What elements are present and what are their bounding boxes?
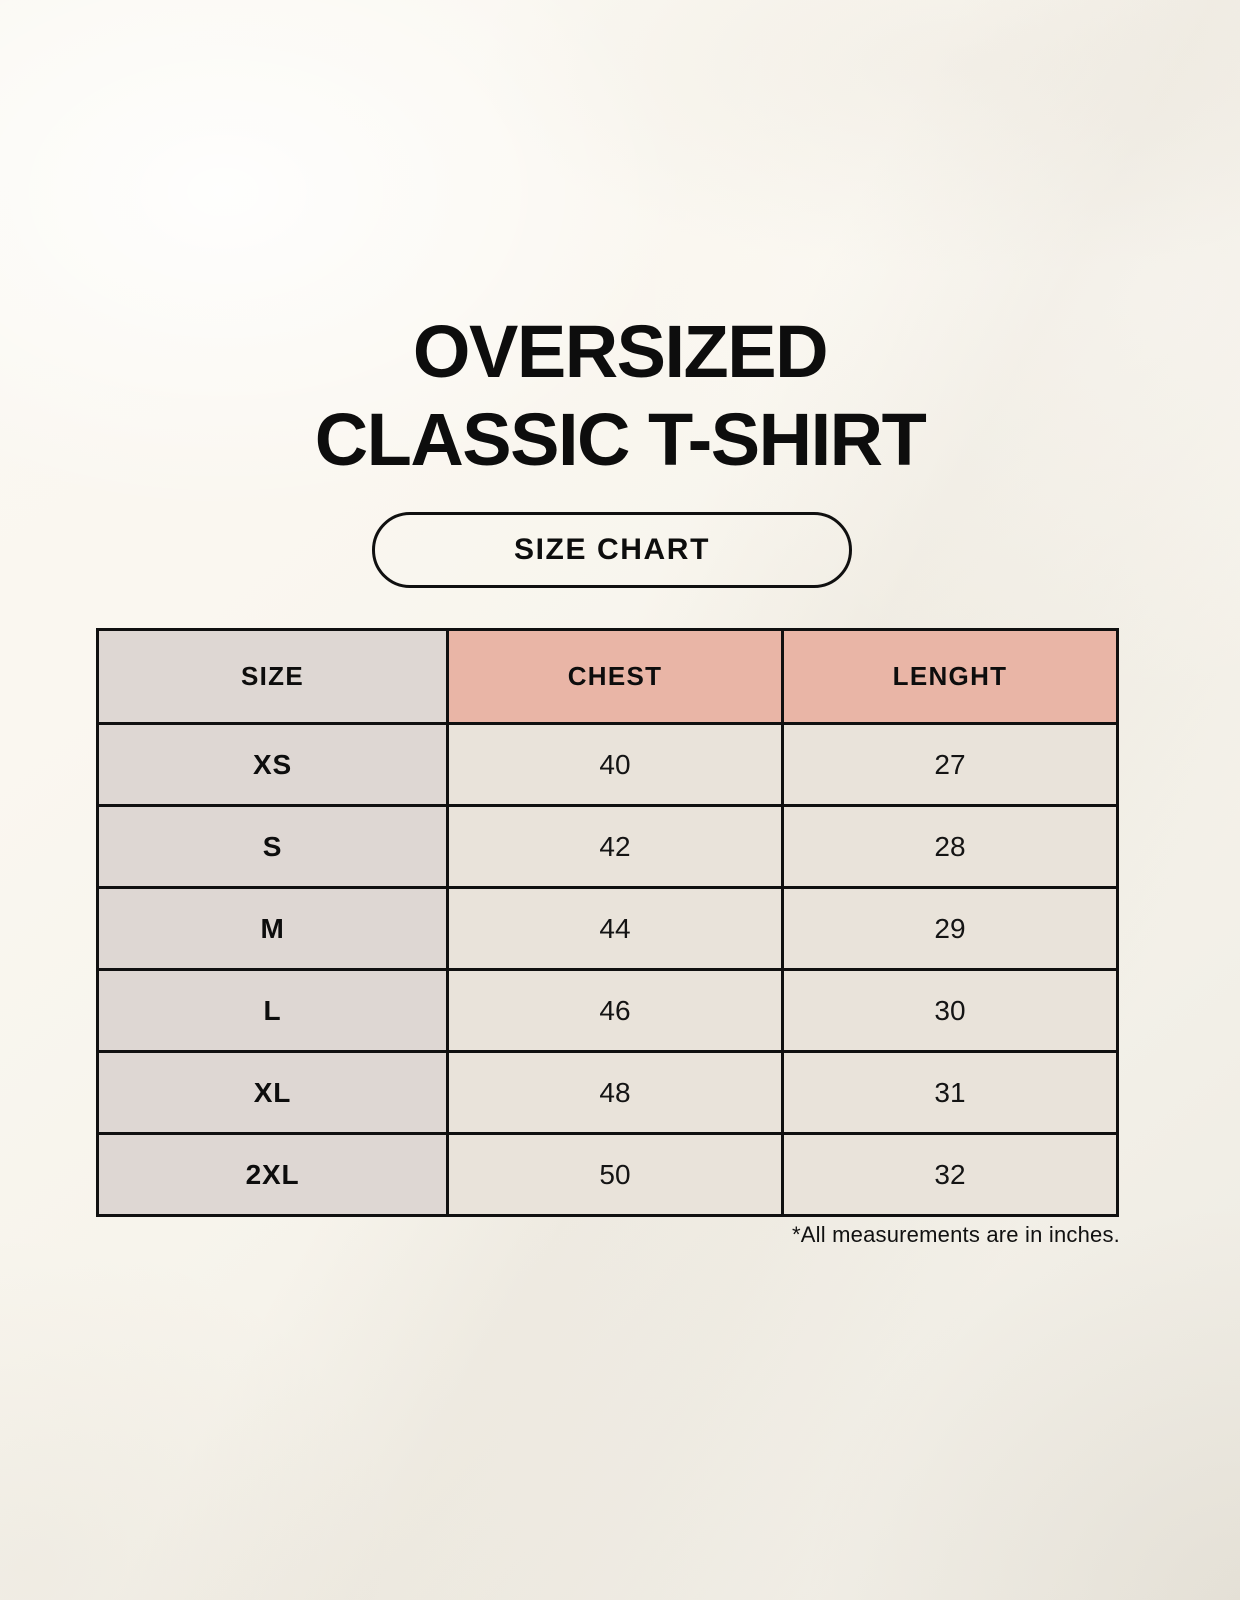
table-header: SIZE CHEST LENGHT [96, 628, 1119, 725]
page-title: OVERSIZED CLASSIC T-SHIRT [0, 310, 1240, 481]
table-row: M 44 29 [96, 886, 1119, 971]
cell-chest: 42 [446, 804, 784, 889]
cell-size: M [96, 886, 449, 971]
title-line-primary: OVERSIZED [412, 310, 829, 393]
cell-chest: 48 [446, 1050, 784, 1135]
cell-length: 29 [781, 886, 1119, 971]
table-row: S 42 28 [96, 804, 1119, 889]
size-chart-badge: SIZE CHART [372, 512, 852, 588]
measurement-note: *All measurements are in inches. [792, 1222, 1120, 1247]
table-row: XS 40 27 [96, 722, 1119, 807]
cell-size: 2XL [96, 1132, 449, 1217]
cell-size: XS [96, 722, 449, 807]
cell-chest: 44 [446, 886, 784, 971]
cell-size: S [96, 804, 449, 889]
table-header-row: SIZE CHEST LENGHT [96, 628, 1119, 725]
size-chart-badge-label: SIZE CHART [514, 533, 710, 566]
column-header-chest: CHEST [446, 628, 784, 725]
cell-length: 31 [781, 1050, 1119, 1135]
cell-length: 28 [781, 804, 1119, 889]
table-row: XL 48 31 [96, 1050, 1119, 1135]
cell-size: L [96, 968, 449, 1053]
table-body: XS 40 27 S 42 28 M 44 29 L 46 30 XL 48 [96, 722, 1119, 1217]
table-row: L 46 30 [96, 968, 1119, 1053]
cell-length: 32 [781, 1132, 1119, 1217]
cell-chest: 50 [446, 1132, 784, 1217]
cell-length: 27 [781, 722, 1119, 807]
cell-length: 30 [781, 968, 1119, 1053]
table-row: 2XL 50 32 [96, 1132, 1119, 1217]
column-header-length: LENGHT [781, 628, 1119, 725]
title-line-secondary: CLASSIC T-SHIRT [314, 398, 927, 481]
cell-size: XL [96, 1050, 449, 1135]
size-chart-table: SIZE CHEST LENGHT XS 40 27 S 42 28 M 44 … [96, 628, 1119, 1217]
column-header-size: SIZE [96, 628, 449, 725]
cell-chest: 40 [446, 722, 784, 807]
cell-chest: 46 [446, 968, 784, 1053]
